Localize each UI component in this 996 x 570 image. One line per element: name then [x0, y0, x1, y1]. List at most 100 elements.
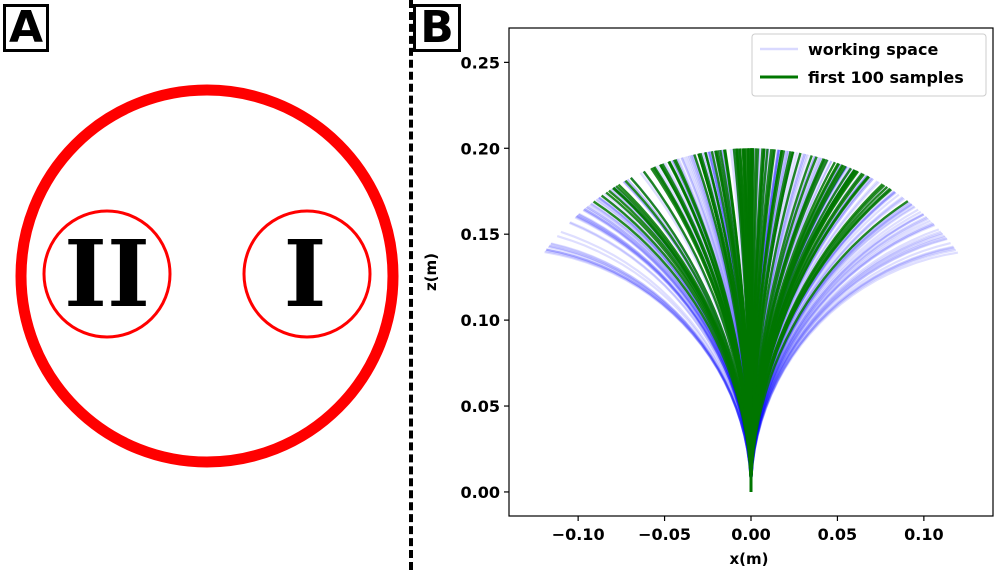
- panel-a-diagram: II I: [15, 84, 399, 468]
- working-space-curve: [610, 188, 753, 492]
- working-space-curve: [749, 222, 935, 492]
- working-space-curve: [737, 148, 753, 492]
- working-space-curve: [749, 158, 826, 492]
- working-space-curve: [749, 157, 821, 492]
- working-space-curve: [714, 150, 753, 492]
- working-space-curve: [749, 224, 936, 492]
- x-tick-label: 0.05: [818, 525, 857, 544]
- working-space-curve: [598, 196, 753, 492]
- working-space-curve: [749, 165, 848, 492]
- working-space-curve: [749, 210, 922, 492]
- working-space-curve: [749, 245, 954, 492]
- working-space-curve: [749, 216, 928, 492]
- working-space-curve: [642, 170, 753, 492]
- working-space-curve: [749, 158, 825, 492]
- working-space-curve: [549, 244, 753, 492]
- working-space-curve: [550, 242, 753, 492]
- working-space-curve: [749, 173, 864, 492]
- working-space-curve: [749, 160, 833, 492]
- first-samples-curve: [652, 166, 753, 492]
- first-samples-curve: [749, 161, 836, 492]
- working-space-curve: [702, 152, 753, 492]
- working-space-curve: [583, 208, 753, 492]
- working-space-curve: [749, 235, 946, 492]
- working-space-curve: [677, 158, 753, 492]
- working-space-curve: [687, 155, 753, 492]
- first-samples-curve: [736, 148, 753, 492]
- working-space-curve: [749, 160, 833, 492]
- x-axis-label: x(m): [729, 550, 768, 568]
- first-samples-curve: [749, 188, 892, 492]
- first-samples-curve: [749, 148, 773, 492]
- first-samples-curve: [749, 151, 792, 492]
- working-space-curve: [749, 174, 867, 492]
- working-space-curve: [747, 148, 753, 492]
- working-space-curve: [749, 212, 924, 492]
- working-space-curve: [556, 235, 753, 492]
- working-space-curve: [749, 202, 912, 492]
- working-space-curve: [749, 169, 856, 492]
- first-samples-curve: [723, 149, 753, 492]
- first-samples-curve: [612, 187, 753, 492]
- first-samples-curve: [723, 149, 753, 492]
- first-samples-curve: [744, 148, 753, 492]
- first-samples-curve: [749, 163, 841, 492]
- working-space-curve: [749, 175, 869, 492]
- working-space-curve: [749, 150, 789, 492]
- region-i-label: I: [283, 220, 326, 328]
- working-space-curve: [749, 163, 843, 492]
- working-space-curve: [583, 208, 753, 492]
- working-space-curve: [586, 205, 753, 492]
- working-space-curve: [749, 196, 904, 492]
- first-samples-curve: [749, 175, 871, 492]
- working-space-curve: [749, 155, 817, 492]
- working-space-curve: [749, 161, 836, 492]
- first-samples-curve: [749, 148, 754, 492]
- y-tick-label: 0.00: [461, 483, 500, 502]
- working-space-curve: [626, 178, 753, 492]
- first-samples-curve: [617, 183, 753, 492]
- working-space-curve: [749, 149, 782, 492]
- first-samples-curve: [749, 173, 865, 492]
- working-space-curve: [713, 150, 753, 492]
- working-space-curve: [749, 165, 848, 492]
- working-space-series: [544, 148, 959, 492]
- working-space-curve: [651, 167, 753, 492]
- working-space-curve: [664, 162, 753, 492]
- working-space-curve: [653, 166, 753, 492]
- working-space-curve: [749, 156, 820, 492]
- working-space-curve: [749, 166, 848, 492]
- working-space-curve: [749, 197, 906, 492]
- legend-box: [751, 33, 987, 97]
- first-samples-curve: [667, 160, 753, 492]
- y-tick-label: 0.05: [461, 397, 500, 416]
- working-space-curve: [749, 167, 852, 492]
- working-space-curve: [609, 189, 753, 492]
- working-space-curve: [585, 207, 753, 492]
- working-space-curve: [749, 180, 879, 492]
- working-space-curve: [749, 205, 915, 492]
- working-space-curve: [749, 149, 780, 492]
- working-space-curve: [749, 151, 795, 492]
- working-space-curve: [693, 154, 753, 492]
- working-space-curve: [749, 150, 787, 492]
- working-space-curve: [729, 148, 753, 492]
- working-space-curve: [589, 203, 753, 492]
- first-samples-curve: [741, 148, 753, 492]
- x-tick-label: −0.10: [552, 525, 605, 544]
- outer-ring: [15, 84, 399, 468]
- working-space-curve: [623, 180, 753, 492]
- working-space-curve: [735, 148, 753, 492]
- working-space-curve: [545, 250, 753, 492]
- working-space-curve: [749, 177, 874, 492]
- first-samples-curve: [746, 148, 753, 492]
- working-space-curve: [748, 148, 753, 492]
- y-tick-label: 0.20: [461, 139, 500, 158]
- working-space-curve: [749, 148, 762, 492]
- working-space-curve: [749, 158, 827, 492]
- working-space-curve: [749, 166, 850, 492]
- first-samples-curve: [600, 194, 753, 492]
- first-samples-curve: [749, 170, 859, 492]
- working-space-curve: [749, 208, 919, 492]
- first-samples-curve: [672, 159, 753, 492]
